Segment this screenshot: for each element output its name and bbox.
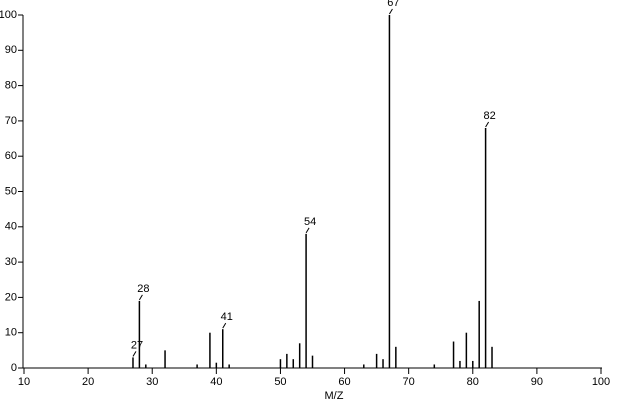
y-tick-label: 70 [5, 115, 17, 127]
peak-label: 67 [387, 0, 399, 9]
y-tick-label: 50 [5, 185, 17, 197]
x-tick-label: 70 [403, 376, 415, 388]
x-axis-label: M/Z [325, 390, 344, 400]
peak-label: 41 [221, 311, 233, 323]
y-tick-label: 100 [0, 9, 17, 21]
peak-label: 27 [131, 339, 143, 351]
x-tick-label: 80 [467, 376, 479, 388]
x-tick-label: 30 [146, 376, 158, 388]
x-tick-label: 60 [338, 376, 350, 388]
peak-label: 54 [304, 216, 316, 228]
y-tick-label: 60 [5, 150, 17, 162]
peak-label: 28 [137, 283, 149, 295]
y-tick-label: 0 [11, 362, 17, 374]
peak-label: 82 [483, 110, 495, 122]
x-tick-label: 50 [274, 376, 286, 388]
label-leader [222, 322, 227, 329]
x-tick-label: 100 [592, 376, 610, 388]
y-tick-label: 90 [5, 44, 17, 56]
y-tick-label: 30 [5, 256, 17, 268]
label-leader [485, 121, 490, 128]
y-tick-label: 20 [5, 291, 17, 303]
y-tick-label: 40 [5, 221, 17, 233]
label-leader [389, 8, 393, 15]
label-leader [138, 294, 143, 301]
x-tick-label: 20 [82, 376, 94, 388]
y-tick-label: 10 [5, 327, 17, 339]
label-leader [132, 351, 137, 357]
y-tick-label: 80 [5, 80, 17, 92]
x-tick-label: 10 [18, 376, 30, 388]
x-tick-label: 90 [531, 376, 543, 388]
x-tick-label: 40 [210, 376, 222, 388]
label-leader [305, 227, 310, 234]
